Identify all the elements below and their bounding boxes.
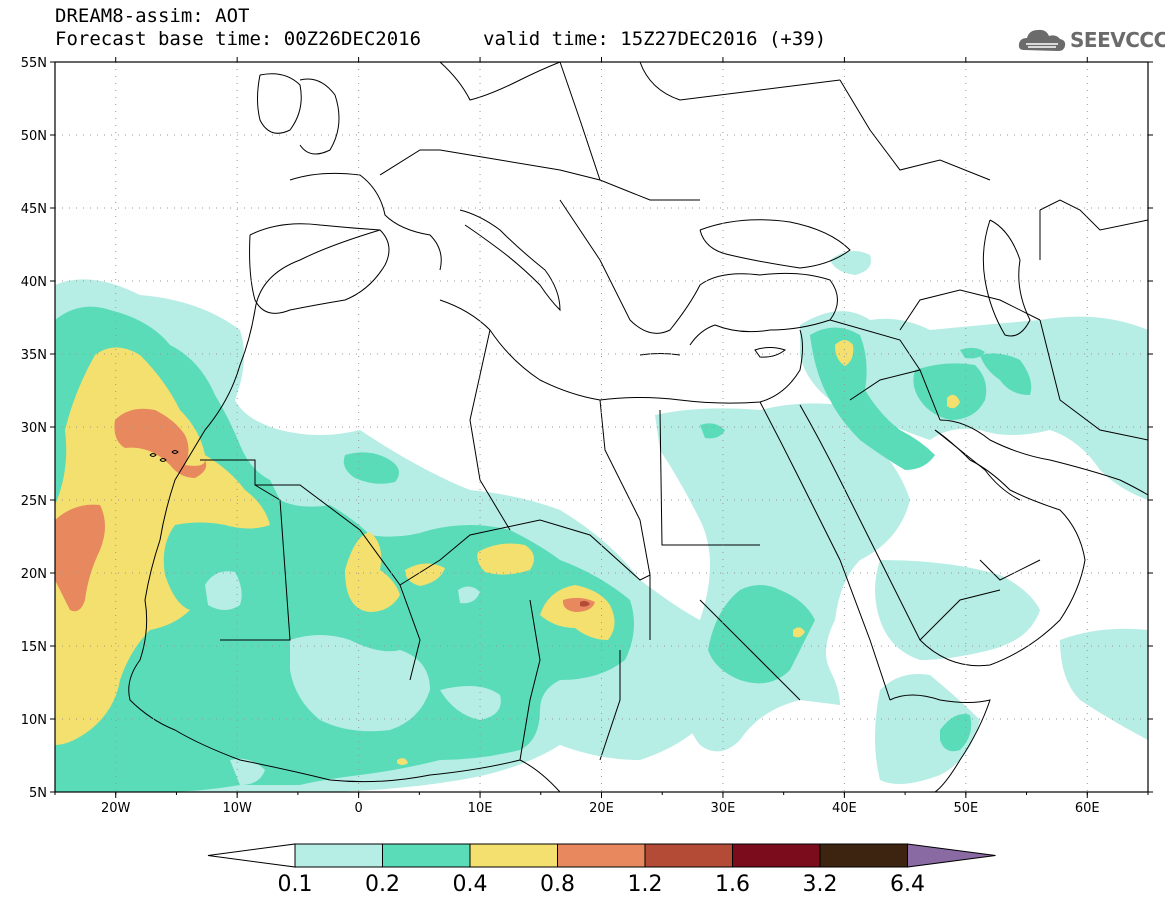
lat-label: 35N: [21, 348, 47, 363]
map-title: DREAM8-assim: AOT: [55, 5, 250, 27]
lat-label: 10N: [21, 713, 47, 728]
aot-level-0.8: [55, 408, 595, 612]
lon-label: 50E: [953, 801, 978, 816]
borders: [200, 62, 1148, 761]
lat-label: 55N: [21, 56, 47, 71]
lat-label: 45N: [21, 202, 47, 217]
colorbar-arrow-right: [907, 843, 996, 868]
aot-level-0.4: [55, 340, 960, 765]
seevccc-logo: SEEVCCC: [1018, 24, 1165, 58]
lat-label: 30N: [21, 421, 47, 436]
colorbar-segment: [557, 843, 646, 868]
lon-label: 30E: [711, 801, 736, 816]
aot-level-0.2: [55, 306, 1032, 792]
colorbar-segment: [819, 843, 908, 868]
graticule: [55, 62, 1148, 792]
colorbar-segment: [732, 843, 821, 868]
lon-label: 10W: [222, 801, 252, 816]
lat-label: 5N: [29, 786, 47, 801]
colorbar-label: 0.8: [540, 872, 575, 897]
lat-label: 15N: [21, 640, 47, 655]
aot-level-1.2: [580, 600, 590, 607]
colorbar-label: 6.4: [890, 872, 925, 897]
lat-label: 20N: [21, 567, 47, 582]
colorbar-label: 0.1: [278, 872, 313, 897]
coastlines: [128, 62, 1148, 792]
colorbar-segment: [382, 843, 471, 868]
colorbar-segment: [469, 843, 558, 868]
lat-label: 40N: [21, 275, 47, 290]
valid-time: valid time: 15Z27DEC2016 (+39): [483, 28, 827, 50]
colorbar-label: 0.2: [365, 872, 400, 897]
lon-label: 10E: [468, 801, 493, 816]
lon-label: 0: [354, 801, 362, 816]
colorbar-label: 1.2: [628, 872, 663, 897]
colorbar: 0.1 0.2 0.4 0.8 1.2 1.6 3.2 6.4: [207, 843, 996, 897]
lat-label: 25N: [21, 494, 47, 509]
lon-label: 40E: [832, 801, 857, 816]
forecast-base-time: Forecast base time: 00Z26DEC2016: [55, 28, 422, 50]
lon-label: 60E: [1075, 801, 1100, 816]
colorbar-segment: [294, 843, 383, 868]
colorbar-arrow-left: [207, 843, 296, 868]
axes: 55N 50N 45N 40N 35N 30N 25N 20N 15N 10N 5N 20W 10W 0 1…: [21, 56, 1153, 816]
lon-label: 20W: [101, 801, 131, 816]
colorbar-label: 1.6: [715, 872, 750, 897]
lon-label: 20E: [589, 801, 614, 816]
colorbar-label: 3.2: [803, 872, 838, 897]
aot-field: [55, 251, 1148, 792]
lat-label: 50N: [21, 129, 47, 144]
logo-text: SEEVCCC: [1070, 28, 1165, 52]
colorbar-label: 0.4: [453, 872, 488, 897]
cloud-icon: [1018, 29, 1066, 51]
colorbar-segment: [644, 843, 733, 868]
